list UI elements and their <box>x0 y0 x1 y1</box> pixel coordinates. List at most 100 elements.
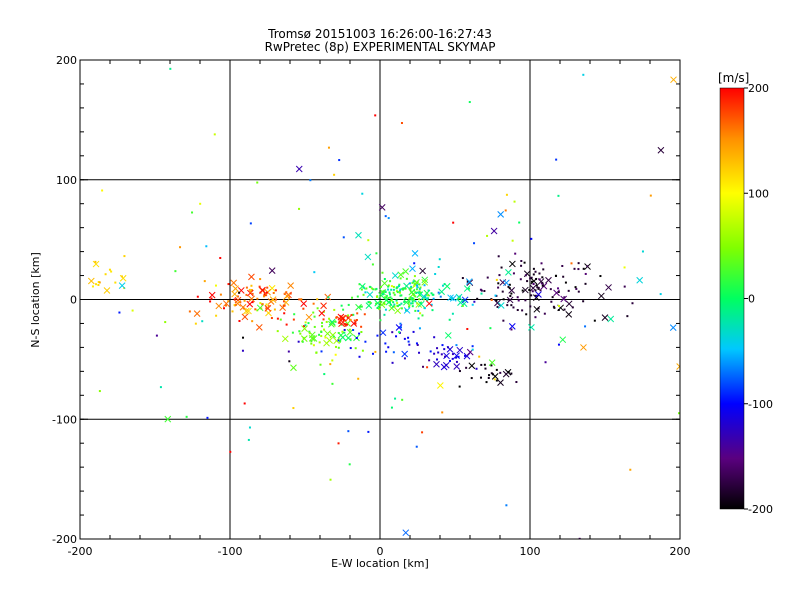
data-point <box>413 280 416 283</box>
data-point <box>440 353 443 356</box>
data-point-cross <box>374 299 382 307</box>
data-point <box>327 296 330 299</box>
data-point-cross <box>419 267 426 275</box>
data-point <box>250 289 253 292</box>
data-point <box>185 415 188 418</box>
data-point-cross <box>416 291 424 298</box>
data-point <box>352 328 355 331</box>
data-point <box>368 285 371 288</box>
data-point <box>259 278 262 281</box>
data-point-cross <box>553 289 560 297</box>
data-point-cross <box>443 352 450 360</box>
data-point <box>418 287 421 290</box>
data-point <box>543 312 546 315</box>
data-point <box>337 346 340 349</box>
data-point <box>219 293 222 296</box>
data-point <box>229 450 232 453</box>
data-point <box>359 305 362 308</box>
y-tick-label: 200 <box>56 54 77 67</box>
data-point <box>334 320 337 323</box>
data-point <box>285 291 288 294</box>
data-point <box>461 277 464 280</box>
data-point-cross <box>300 335 308 342</box>
data-point <box>409 548 411 550</box>
data-point <box>313 271 316 274</box>
data-point <box>70 321 72 323</box>
data-point <box>203 280 206 283</box>
data-point <box>405 277 408 280</box>
data-point <box>626 315 629 318</box>
data-point <box>375 252 378 255</box>
data-point <box>550 300 553 303</box>
data-point <box>206 416 209 419</box>
data-point <box>497 286 500 289</box>
data-point <box>396 291 399 294</box>
data-point <box>265 307 268 310</box>
x-tick-label: -100 <box>218 545 243 558</box>
data-point <box>376 306 379 309</box>
data-point <box>629 468 632 471</box>
data-point <box>340 317 343 320</box>
data-point <box>265 291 268 294</box>
data-point <box>490 298 493 301</box>
data-point <box>114 281 117 284</box>
x-tick-label: 0 <box>377 545 384 558</box>
data-point <box>169 67 172 70</box>
data-point <box>155 334 158 337</box>
data-point <box>535 284 538 287</box>
data-point <box>271 299 274 302</box>
x-tick-label: 200 <box>670 545 691 558</box>
data-point-cross <box>402 268 410 275</box>
data-point <box>399 322 402 325</box>
data-point <box>659 293 662 296</box>
data-point <box>73 277 75 279</box>
data-point-cross <box>433 360 440 368</box>
data-point <box>443 348 446 351</box>
data-point-cross <box>164 415 172 423</box>
data-point <box>512 306 515 309</box>
data-point <box>407 340 410 343</box>
data-point <box>562 275 565 278</box>
data-point <box>341 330 344 333</box>
data-point <box>520 259 523 262</box>
data-point <box>343 328 346 331</box>
data-point <box>251 292 254 295</box>
data-point <box>400 302 403 305</box>
x-tick-label: -200 <box>68 545 93 558</box>
data-point-cross <box>208 291 216 299</box>
data-point <box>410 302 413 305</box>
data-point <box>387 217 390 220</box>
data-point-cross <box>379 329 387 337</box>
data-point <box>418 327 421 330</box>
data-point <box>402 287 405 290</box>
data-point <box>557 194 560 197</box>
data-point <box>394 397 397 400</box>
data-point <box>379 319 382 322</box>
data-point <box>300 298 303 301</box>
data-point <box>338 159 341 162</box>
data-point-cross <box>447 294 454 302</box>
data-point <box>404 297 407 300</box>
data-point <box>423 307 426 310</box>
data-point <box>530 294 533 297</box>
data-point <box>56 334 58 336</box>
data-point <box>329 478 332 481</box>
data-point <box>227 283 230 286</box>
data-point <box>487 376 490 379</box>
data-point-cross <box>264 305 272 312</box>
data-point <box>495 299 498 302</box>
data-point <box>584 282 587 285</box>
data-point <box>577 268 580 271</box>
data-point <box>390 297 393 300</box>
data-point <box>436 358 439 361</box>
data-point <box>586 265 589 268</box>
data-point <box>316 298 319 301</box>
data-point-cross <box>26 214 32 220</box>
data-point <box>451 353 454 356</box>
data-point-cross <box>456 346 464 354</box>
data-point <box>120 275 123 278</box>
data-point <box>390 406 393 409</box>
data-point <box>439 295 442 298</box>
data-point <box>593 319 596 322</box>
data-point <box>262 295 265 298</box>
